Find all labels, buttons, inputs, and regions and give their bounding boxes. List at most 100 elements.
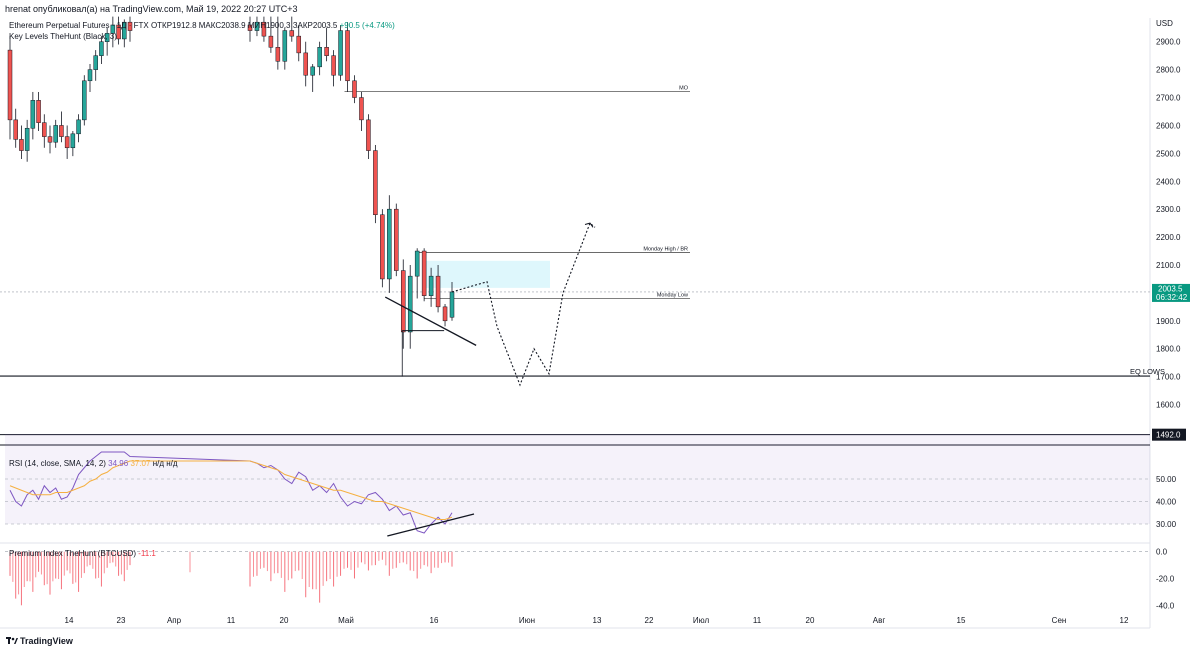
rsi-legend: RSI (14, close, SMA, 14, 2) 34.96 37.07 … <box>9 458 178 469</box>
candle-body <box>36 100 41 123</box>
candle <box>414 248 420 299</box>
candle <box>24 119 30 162</box>
candle <box>247 16 253 42</box>
candle <box>42 114 47 148</box>
level-mo-label: MO <box>679 85 689 91</box>
candle-body <box>13 119 18 140</box>
candle-body <box>400 270 406 333</box>
candle <box>394 203 399 277</box>
candle-body <box>93 55 98 70</box>
tradingview-logo-icon <box>6 637 18 644</box>
currency-label: USD <box>1156 19 1173 28</box>
candle <box>13 108 18 148</box>
candle-body <box>275 47 281 62</box>
candle <box>110 16 116 48</box>
high-label: МАКС <box>198 21 222 30</box>
rsi-value: 34.96 <box>108 459 129 468</box>
candle-body <box>407 275 413 333</box>
premium-tick-label-1: -20.0 <box>1156 575 1175 584</box>
price-tick-label-5: 2400.0 <box>1156 177 1181 186</box>
bar-countdown: 06:32:42 <box>1156 293 1188 302</box>
wedge-trendline <box>384 296 477 346</box>
premium-pane[interactable]: 0.0 -20.0 -40.0 <box>5 548 1175 611</box>
candle-body <box>380 214 385 280</box>
open-label: ОТКР <box>150 21 173 30</box>
candle <box>407 264 413 349</box>
candle-body <box>82 80 87 121</box>
low-level-badge <box>1152 428 1186 441</box>
candle <box>47 125 53 154</box>
chart-canvas[interactable]: USD 2900.0 2800.0 2700.0 2600.0 2500.0 2400.0 2… <box>0 0 1200 633</box>
last-price-value: 2003.5 <box>1158 284 1183 293</box>
candle <box>254 16 260 37</box>
candle <box>428 267 434 307</box>
candle <box>310 64 315 92</box>
price-tick-label-2: 2700.0 <box>1156 94 1181 103</box>
candle <box>366 114 371 159</box>
candle-body <box>53 125 58 143</box>
price-tick-label-0: 2900.0 <box>1156 38 1181 47</box>
candle <box>421 248 427 302</box>
publish-header: hrenat опубликовал(а) на TradingView.com… <box>0 0 1200 18</box>
time-label-7: Июн <box>519 616 535 625</box>
time-label-16: 12 <box>1120 616 1129 625</box>
price-tick-label-10: 1800.0 <box>1156 345 1181 354</box>
candle-body <box>394 208 399 271</box>
candle-body <box>352 80 357 98</box>
projection-arrowhead <box>584 222 594 228</box>
candle <box>87 64 93 92</box>
price-axis[interactable]: USD 2900.0 2800.0 2700.0 2600.0 2500.0 2400.0 2… <box>1152 19 1190 441</box>
candle-body <box>99 41 104 56</box>
time-label-12: 20 <box>806 616 815 625</box>
candle-body <box>289 30 295 37</box>
time-label-13: Авг <box>873 616 886 625</box>
price-tick-label-3: 2600.0 <box>1156 121 1181 130</box>
time-label-5: Май <box>338 616 354 625</box>
price-tick-label-1: 2800.0 <box>1156 66 1181 75</box>
candle-body <box>373 150 378 216</box>
candle <box>296 24 302 62</box>
candle-body <box>414 250 420 277</box>
symbol-name[interactable]: Ethereum Perpetual Futures · 1Д · FTX <box>9 21 149 30</box>
candle <box>93 50 98 81</box>
time-label-10: Июл <box>693 616 710 625</box>
rsi-pane[interactable]: 50.00 40.00 30.00 <box>5 434 1177 537</box>
level-monday-high-label: Monday High / BR <box>643 246 688 252</box>
candle-body <box>345 30 350 82</box>
projection-path <box>451 222 596 387</box>
candle-body <box>104 33 110 42</box>
premium-name[interactable]: Premium Index TheHunt (BTCUSD) <box>9 549 136 558</box>
candle-body <box>76 119 81 135</box>
last-price-badge <box>1152 283 1190 302</box>
candle <box>53 119 58 148</box>
candle <box>400 259 406 349</box>
fvg-zone <box>422 260 550 288</box>
candle <box>116 16 121 45</box>
time-label-14: 15 <box>957 616 966 625</box>
candle-body <box>317 47 322 68</box>
time-label-1: 23 <box>117 616 126 625</box>
change-value: +90.5 (+4.74%) <box>339 21 395 30</box>
candle-body <box>387 208 392 280</box>
candle-body <box>19 139 24 151</box>
candle <box>268 16 274 53</box>
candle-body <box>421 250 427 296</box>
tradingview-brand[interactable]: TradingView <box>20 636 73 646</box>
candle <box>352 75 357 104</box>
price-tick-label-4: 2500.0 <box>1156 149 1181 158</box>
price-tick-label-11: 1700.0 <box>1156 373 1181 382</box>
time-label-8: 13 <box>593 616 602 625</box>
time-axis[interactable]: 14 23 Апр 11 20 Май 16 Июн 13 22 Июл 11 20 Авг 15 Сен 12 <box>65 616 1129 625</box>
candle-body <box>324 47 329 56</box>
rsi-name[interactable]: RSI (14, close, SMA, 14, 2) <box>9 459 106 468</box>
time-label-6: 16 <box>430 616 439 625</box>
rsi-divergence-trendline <box>387 513 475 537</box>
candle-body <box>59 125 64 137</box>
main-legend: Ethereum Perpetual Futures · 1Д · FTX ОТ… <box>9 20 395 42</box>
candle <box>261 16 267 42</box>
candle-body <box>42 122 47 137</box>
rsi-ma-value: 37.07 <box>130 459 151 468</box>
premium-value: -11.1 <box>138 549 156 558</box>
candle <box>331 50 336 87</box>
key-levels-indicator[interactable]: Key Levels TheHunt (Black, 3) <box>9 32 117 41</box>
